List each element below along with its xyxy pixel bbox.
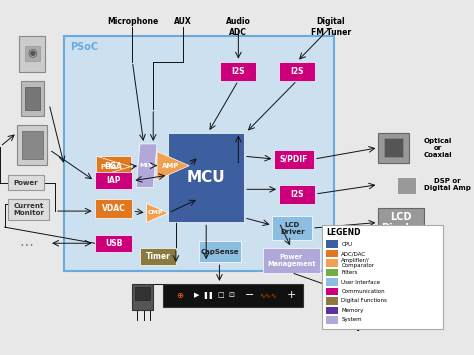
- Bar: [326, 240, 337, 248]
- Polygon shape: [97, 156, 130, 177]
- Bar: [25, 45, 40, 61]
- Text: MIX: MIX: [140, 163, 154, 168]
- Text: MCU: MCU: [187, 170, 226, 185]
- Bar: [321, 225, 443, 329]
- Text: Optical
or
Coaxial: Optical or Coaxial: [424, 138, 452, 158]
- Bar: [135, 287, 150, 300]
- Bar: [326, 250, 337, 257]
- Polygon shape: [136, 144, 157, 187]
- Bar: [326, 259, 337, 267]
- Bar: [8, 199, 49, 220]
- Text: Amplifier//
Comparator: Amplifier// Comparator: [341, 258, 374, 268]
- Bar: [326, 278, 337, 286]
- Bar: [279, 185, 315, 203]
- Text: Memory: Memory: [341, 308, 364, 313]
- Text: ❚❚: ❚❚: [202, 292, 214, 299]
- Text: ◉: ◉: [27, 48, 37, 58]
- Text: VDAC: VDAC: [101, 204, 126, 213]
- Bar: [339, 282, 349, 286]
- Text: Timer: Timer: [146, 252, 170, 261]
- Text: ⊡: ⊡: [229, 292, 235, 298]
- Text: User Interface: User Interface: [341, 279, 381, 284]
- Bar: [25, 87, 40, 110]
- Text: I2S: I2S: [290, 190, 304, 198]
- Text: □: □: [217, 292, 224, 298]
- Text: ▶: ▶: [194, 292, 200, 298]
- Text: ⋯: ⋯: [19, 237, 34, 251]
- Text: AUX: AUX: [173, 17, 191, 26]
- Bar: [274, 149, 314, 169]
- Bar: [263, 248, 319, 273]
- Bar: [273, 216, 312, 240]
- Text: Current
Monitor: Current Monitor: [13, 203, 44, 216]
- Text: Digital Functions: Digital Functions: [341, 299, 387, 304]
- Text: Microphone: Microphone: [107, 17, 158, 26]
- Bar: [378, 208, 424, 237]
- Bar: [95, 199, 132, 218]
- Text: PGA: PGA: [100, 164, 117, 170]
- Text: −: −: [245, 290, 255, 300]
- Bar: [326, 307, 337, 314]
- Text: Power: Power: [13, 180, 38, 186]
- Text: CMP: CMP: [147, 211, 163, 215]
- Bar: [140, 248, 176, 265]
- Bar: [326, 297, 337, 305]
- Bar: [21, 82, 44, 115]
- Bar: [168, 132, 244, 223]
- Text: Digital
FM Tuner: Digital FM Tuner: [311, 17, 351, 37]
- Text: Audio
ADC: Audio ADC: [226, 17, 251, 37]
- Bar: [326, 316, 337, 324]
- Bar: [163, 284, 303, 307]
- Text: IAP: IAP: [106, 176, 121, 185]
- Bar: [326, 288, 337, 295]
- Bar: [397, 177, 416, 194]
- Text: ∿∿∿: ∿∿∿: [259, 292, 276, 298]
- Text: LEGEND: LEGEND: [326, 228, 361, 237]
- Text: Filters: Filters: [341, 270, 358, 275]
- Text: I2S: I2S: [232, 67, 245, 76]
- Bar: [326, 269, 337, 276]
- Text: +: +: [287, 290, 296, 300]
- Bar: [199, 241, 241, 262]
- Text: CapSense: CapSense: [201, 249, 239, 255]
- Text: DSP or
Digital Amp: DSP or Digital Amp: [424, 178, 471, 191]
- Text: PGA: PGA: [105, 162, 122, 171]
- Bar: [384, 138, 403, 157]
- Text: System: System: [341, 317, 362, 322]
- Bar: [95, 235, 132, 252]
- Bar: [8, 175, 44, 190]
- Text: S/PDIF: S/PDIF: [280, 154, 309, 164]
- Bar: [64, 36, 334, 271]
- Text: CPU: CPU: [341, 242, 353, 247]
- Text: ⊕: ⊕: [176, 291, 183, 300]
- Bar: [19, 36, 46, 72]
- Bar: [95, 172, 132, 189]
- Text: I2S: I2S: [290, 67, 304, 76]
- Text: PSoC: PSoC: [70, 43, 98, 53]
- Text: Battery: Battery: [327, 322, 362, 331]
- Text: LCD
Display: LCD Display: [381, 212, 421, 233]
- Bar: [97, 156, 130, 177]
- Bar: [337, 284, 352, 312]
- Bar: [132, 284, 153, 310]
- Text: Power
Management: Power Management: [267, 254, 316, 267]
- Polygon shape: [157, 152, 189, 180]
- Text: AMP: AMP: [162, 163, 179, 169]
- Bar: [378, 132, 409, 163]
- Polygon shape: [146, 203, 168, 223]
- Text: LCD
Driver: LCD Driver: [280, 222, 305, 235]
- Bar: [220, 62, 256, 81]
- Text: Communication: Communication: [341, 289, 385, 294]
- Bar: [279, 62, 315, 81]
- Text: ADC/DAC: ADC/DAC: [341, 251, 366, 256]
- Text: USB: USB: [105, 239, 122, 248]
- Bar: [22, 131, 43, 159]
- Bar: [17, 125, 47, 165]
